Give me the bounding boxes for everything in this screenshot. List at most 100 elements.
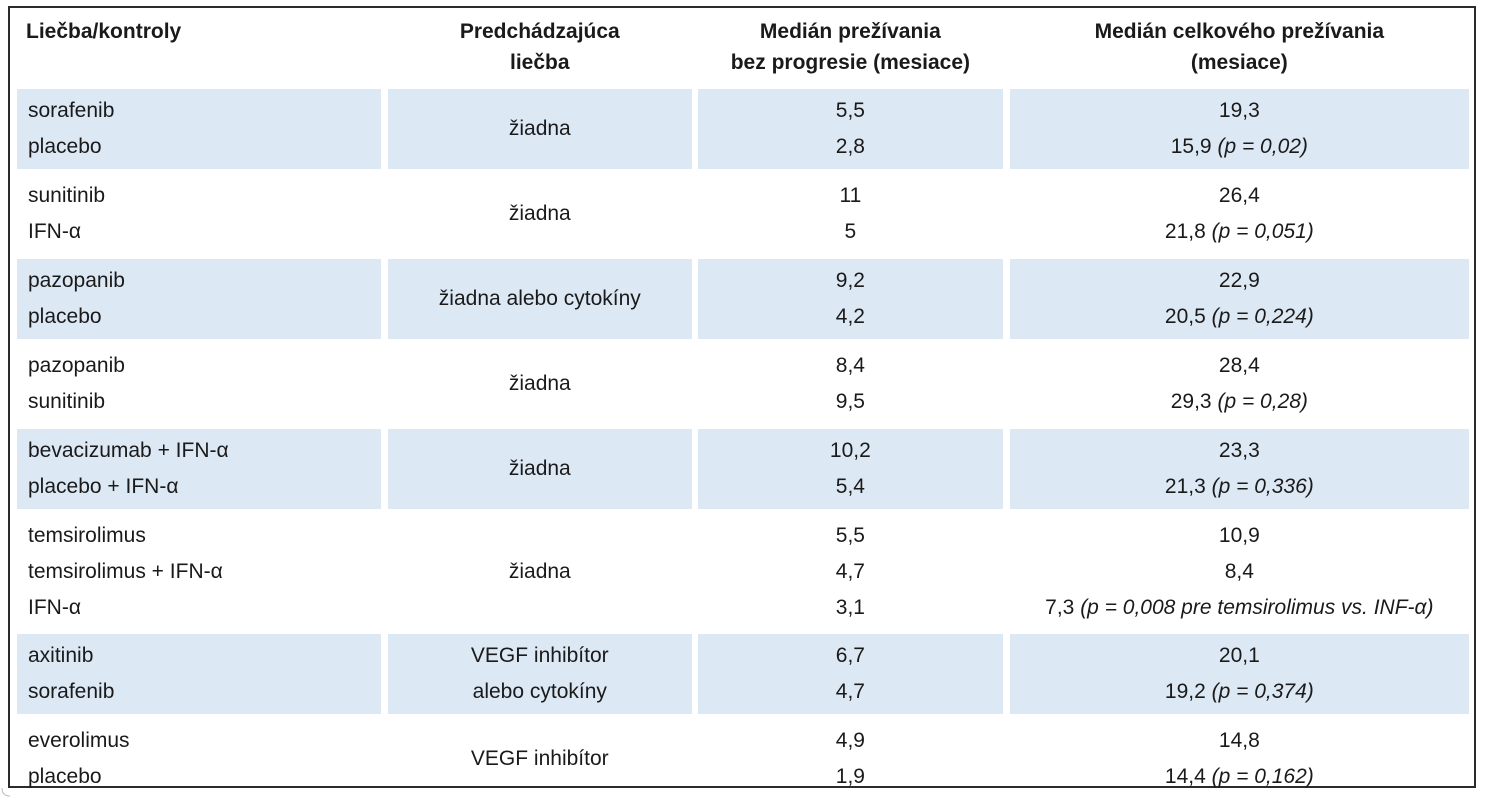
os-line: 20,1 <box>1010 638 1469 674</box>
os-value: 14,8 <box>1218 729 1260 752</box>
table-row: pazopanib sunitinib žiadna 8,4 9,5 28,4 29,3 (… <box>17 344 1469 424</box>
pfs-value: 10,2 <box>829 439 871 462</box>
pfs-value: 3,1 <box>835 595 865 619</box>
pfs-cell: 11 5 <box>698 174 1003 254</box>
header-median-os: Medián celkového prežívania (mesiace) <box>1010 8 1469 84</box>
os-line: 15,9 (p = 0,02) <box>1010 129 1469 165</box>
header-line: liečba <box>510 51 570 74</box>
os-line: 21,8 (p = 0,051) <box>1010 214 1469 250</box>
treatment-name: IFN-α <box>28 220 81 243</box>
treatment-name: axitinib <box>28 644 94 667</box>
os-cell: 28,4 29,3 (p = 0,28) <box>1010 344 1469 424</box>
pfs-value: 4,7 <box>835 680 865 703</box>
p-value: (p = 0,008 pre temsirolimus vs. INF-α) <box>1080 595 1434 619</box>
header-line: bez progresie (mesiace) <box>730 51 970 74</box>
prior-therapy-text: žiadna <box>508 117 571 140</box>
treatment-cell: temsirolimus temsirolimus + IFN-α IFN-α <box>17 514 381 629</box>
treatment-name: temsirolimus <box>28 523 146 547</box>
os-value: 8,4 <box>1224 559 1254 583</box>
os-cell: 23,3 21,3 (p = 0,336) <box>1009 429 1470 509</box>
os-value: 10,9 <box>1218 523 1260 547</box>
os-value: 19,2 <box>1164 680 1212 703</box>
header-line: (mesiace) <box>1190 51 1288 74</box>
os-cell: 19,3 15,9 (p = 0,02) <box>1009 89 1470 169</box>
treatment-cell: axitinib sorafenib <box>17 634 381 714</box>
header-line: Liečba/kontroly <box>26 20 182 43</box>
table-row: bevacizumab + IFN-α placebo + IFN-α žiadna… <box>17 429 1470 509</box>
pfs-value: 4,2 <box>835 305 865 328</box>
prior-therapy-cell: žiadna alebo cytokíny <box>387 259 693 339</box>
header-prior-therapy: Predchádzajúca liečba <box>388 8 693 84</box>
treatment-name: placebo <box>28 135 102 158</box>
treatment-cell: sunitinib IFN-α <box>17 174 381 254</box>
prior-therapy-text: žiadna <box>508 559 571 583</box>
os-line: 22,9 <box>1010 263 1469 299</box>
pfs-value: 2,8 <box>835 135 865 158</box>
os-cell: 26,4 21,8 (p = 0,051) <box>1010 174 1469 254</box>
header-median-pfs: Medián prežívania bez progresie (mesiace) <box>698 8 1003 84</box>
os-line: 21,3 (p = 0,336) <box>1010 469 1469 505</box>
table-row: sorafenib placebo žiadna 5,5 2,8 19,3 15,9 (p … <box>17 89 1470 169</box>
pfs-value: 8,4 <box>835 354 865 377</box>
pfs-cell: 8,4 9,5 <box>698 344 1003 424</box>
os-line: 23,3 <box>1010 433 1469 469</box>
os-line: 29,3 (p = 0,28) <box>1010 384 1469 420</box>
treatment-name: sorafenib <box>28 99 115 122</box>
treatment-name: temsirolimus + IFN-α <box>28 559 223 583</box>
prior-therapy-text: žiadna alebo cytokíny <box>438 287 641 310</box>
p-value: (p = 0,28) <box>1217 390 1308 413</box>
os-cell: 10,9 8,4 7,3 (p = 0,008 pre temsirolimus v… <box>1010 514 1469 629</box>
os-line: 20,5 (p = 0,224) <box>1010 299 1469 335</box>
os-line: 28,4 <box>1010 348 1469 384</box>
treatment-name: IFN-α <box>28 595 81 619</box>
os-line: 26,4 <box>1010 178 1469 214</box>
treatment-name: pazopanib <box>28 354 125 377</box>
pfs-cell: 6,7 4,7 <box>698 634 1003 714</box>
treatment-name: placebo <box>28 305 102 328</box>
treatment-name: sorafenib <box>28 680 115 703</box>
os-line: 19,3 <box>1010 93 1469 129</box>
prior-therapy-cell: žiadna <box>388 174 693 254</box>
page-corner-mark <box>1 787 11 797</box>
treatment-cell: everolimus placebo <box>17 719 381 799</box>
header-line: Medián celkového prežívania <box>1094 20 1385 43</box>
pfs-cell: 5,5 4,7 3,1 <box>698 514 1003 629</box>
os-value: 15,9 <box>1170 135 1218 158</box>
p-value: (p = 0,162) <box>1211 765 1314 788</box>
os-value: 20,5 <box>1164 305 1212 328</box>
treatment-name: bevacizumab + IFN-α <box>28 439 229 462</box>
os-line: 8,4 <box>1010 554 1469 590</box>
os-value: 26,4 <box>1218 184 1260 207</box>
prior-therapy-cell: žiadna <box>388 344 693 424</box>
os-value: 14,4 <box>1164 765 1212 788</box>
pfs-value: 5,4 <box>835 475 865 498</box>
pfs-value: 4,7 <box>835 559 865 583</box>
prior-therapy-cell: VEGF inhibítor <box>388 719 693 799</box>
prior-therapy-text: alebo cytokíny <box>472 680 607 703</box>
pfs-cell: 5,5 2,8 <box>698 89 1003 169</box>
pfs-value: 9,5 <box>835 390 865 413</box>
os-line: 19,2 (p = 0,374) <box>1010 674 1469 710</box>
prior-therapy-cell: žiadna <box>387 429 693 509</box>
header-line: Medián prežívania <box>759 20 941 43</box>
p-value: (p = 0,374) <box>1211 680 1314 703</box>
table-row: sunitinib IFN-α žiadna 11 5 26,4 21,8 (p = 0,0… <box>17 174 1469 254</box>
os-value: 21,8 <box>1164 220 1212 243</box>
os-value: 29,3 <box>1170 390 1218 413</box>
os-line: 10,9 <box>1010 518 1469 554</box>
prior-therapy-text: VEGF inhibítor <box>470 644 609 667</box>
p-value: (p = 0,336) <box>1211 475 1314 498</box>
treatment-name: pazopanib <box>28 269 125 292</box>
pfs-value: 11 <box>839 184 862 207</box>
pfs-value: 6,7 <box>835 644 865 667</box>
os-value: 19,3 <box>1218 99 1260 122</box>
os-line: 7,3 (p = 0,008 pre temsirolimus vs. INF-… <box>1010 590 1469 626</box>
p-value: (p = 0,02) <box>1217 135 1308 158</box>
os-line: 14,4 (p = 0,162) <box>1010 759 1469 795</box>
pfs-value: 4,9 <box>835 729 865 752</box>
pfs-cell: 9,2 4,2 <box>698 259 1003 339</box>
prior-therapy-text: žiadna <box>508 372 571 395</box>
table-row: temsirolimus temsirolimus + IFN-α IFN-α žia… <box>17 514 1469 629</box>
os-cell: 14,8 14,4 (p = 0,162) <box>1010 719 1469 799</box>
os-line: 14,8 <box>1010 723 1469 759</box>
